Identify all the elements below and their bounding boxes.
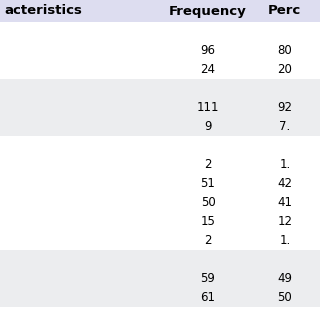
- Text: 2: 2: [204, 234, 212, 247]
- Text: 1.: 1.: [279, 158, 291, 171]
- Text: 61: 61: [201, 291, 215, 304]
- Bar: [0, 174, 320, 193]
- Bar: [0, 250, 320, 269]
- Text: acteristics: acteristics: [4, 4, 82, 18]
- Text: 111: 111: [197, 101, 219, 114]
- Bar: [0, 155, 320, 174]
- Text: 12: 12: [277, 215, 292, 228]
- Text: 20: 20: [277, 63, 292, 76]
- Bar: [0, 41, 320, 60]
- Bar: [0, 212, 320, 231]
- Text: 41: 41: [277, 196, 292, 209]
- Bar: [0, 117, 320, 136]
- Text: 24: 24: [201, 63, 215, 76]
- Text: 7.: 7.: [279, 120, 291, 133]
- Bar: [0, 231, 320, 250]
- Text: 2: 2: [204, 158, 212, 171]
- Text: 42: 42: [277, 177, 292, 190]
- Bar: [0, 269, 320, 288]
- Text: 80: 80: [277, 44, 292, 57]
- Bar: [0, 22, 320, 41]
- Text: 51: 51: [201, 177, 215, 190]
- Text: 50: 50: [201, 196, 215, 209]
- Text: Perc: Perc: [268, 4, 301, 18]
- Text: 59: 59: [201, 272, 215, 285]
- Text: 96: 96: [201, 44, 215, 57]
- Bar: [0, 136, 320, 155]
- Text: 92: 92: [277, 101, 292, 114]
- Bar: [0, 60, 320, 79]
- Text: 1.: 1.: [279, 234, 291, 247]
- Bar: [0, 79, 320, 98]
- Bar: [0, 193, 320, 212]
- Text: 49: 49: [277, 272, 292, 285]
- Bar: [0, 0, 320, 22]
- Text: 50: 50: [277, 291, 292, 304]
- Bar: [0, 98, 320, 117]
- Text: Frequency: Frequency: [169, 4, 247, 18]
- Bar: [0, 288, 320, 307]
- Text: 15: 15: [201, 215, 215, 228]
- Text: 9: 9: [204, 120, 212, 133]
